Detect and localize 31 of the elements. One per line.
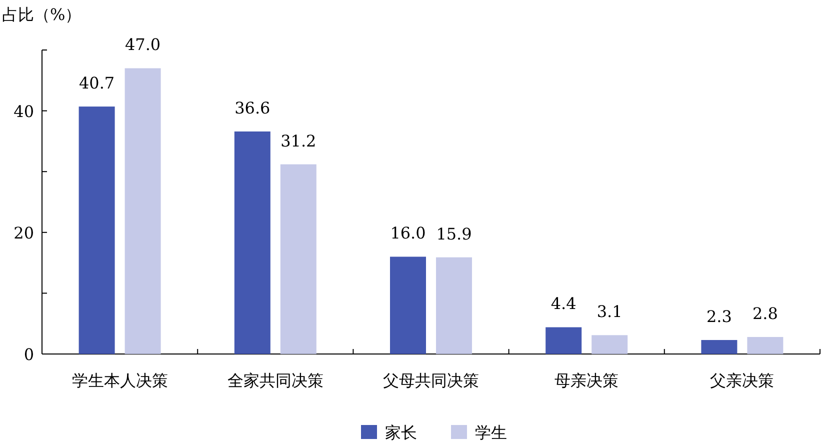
data-label: 4.4 xyxy=(550,294,576,314)
bar xyxy=(592,335,628,354)
x-tick-label: 全家共同决策 xyxy=(227,371,324,390)
y-tick-label: 20 xyxy=(14,223,34,242)
data-label: 40.7 xyxy=(78,74,115,93)
bar xyxy=(234,131,270,354)
y-tick-label: 40 xyxy=(14,102,34,121)
legend-label: 学生 xyxy=(475,423,507,442)
y-tick-label: 0 xyxy=(24,345,34,364)
data-label: 36.6 xyxy=(234,98,270,118)
bar xyxy=(701,340,738,354)
legend-label: 家长 xyxy=(385,423,417,442)
x-tick-label: 学生本人决策 xyxy=(72,371,168,390)
data-label: 2.8 xyxy=(752,304,778,323)
bar xyxy=(390,256,426,354)
y-axis-title: 占比（%） xyxy=(2,5,82,24)
bar xyxy=(747,336,784,354)
data-label: 2.3 xyxy=(706,307,732,326)
bar xyxy=(280,164,316,354)
x-tick-label: 父亲决策 xyxy=(710,371,774,390)
data-label: 15.9 xyxy=(436,224,472,244)
x-tick-label: 父母共同决策 xyxy=(383,371,479,390)
bar xyxy=(124,68,161,354)
bar xyxy=(436,257,472,354)
x-tick-label: 母亲决策 xyxy=(554,371,619,390)
data-label: 3.1 xyxy=(596,302,622,322)
bar xyxy=(546,327,582,354)
data-label: 31.2 xyxy=(280,131,316,150)
bar xyxy=(78,106,115,354)
data-label: 16.0 xyxy=(390,224,426,243)
data-label: 47.0 xyxy=(124,35,161,54)
